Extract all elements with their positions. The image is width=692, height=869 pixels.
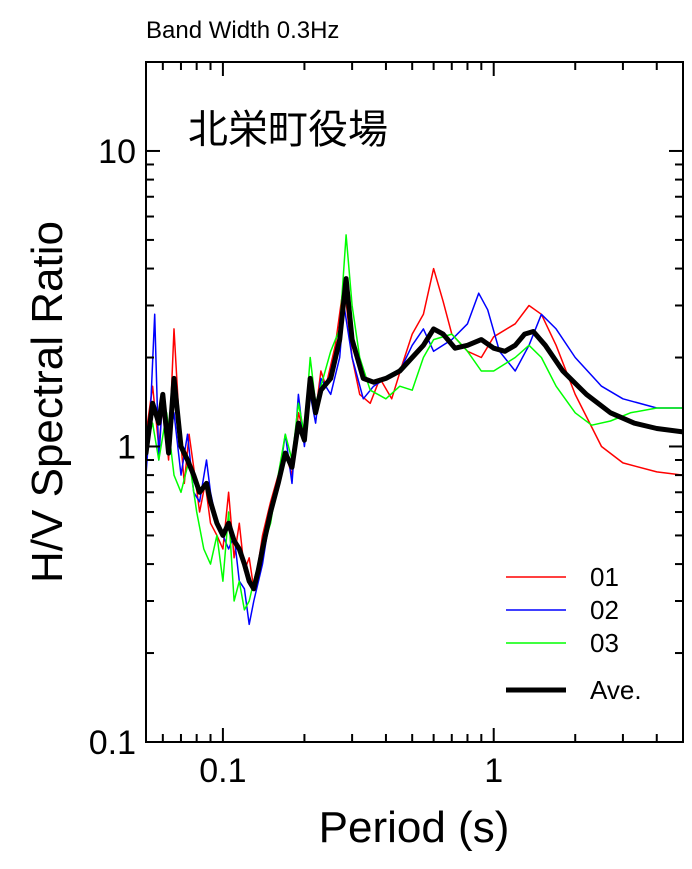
y-axis-label: H/V Spectral Ratio	[23, 221, 72, 583]
x-axis-label: Period (s)	[319, 803, 510, 852]
legend-label-3: 03	[590, 628, 619, 658]
chart-subtitle: Band Width 0.3Hz	[146, 17, 339, 44]
x-tick-label: 0.1	[199, 752, 246, 790]
plot-frame	[145, 61, 684, 743]
y-tick-label: 0.1	[89, 724, 136, 762]
series-line-3	[146, 234, 683, 611]
legend-label-4: Ave.	[590, 675, 642, 705]
ticks-layer: 0.1 1 0.1 1 10	[89, 61, 684, 790]
chart-title: 北栄町役場	[188, 107, 388, 153]
series-layer	[146, 234, 683, 626]
y-tick-label: 10	[98, 133, 136, 171]
legend-label-2: 02	[590, 595, 619, 625]
y-tick-label: 1	[117, 428, 136, 466]
x-tick-label: 1	[484, 752, 503, 790]
series-line-4	[146, 276, 683, 592]
legend-label-1: 01	[590, 562, 619, 592]
